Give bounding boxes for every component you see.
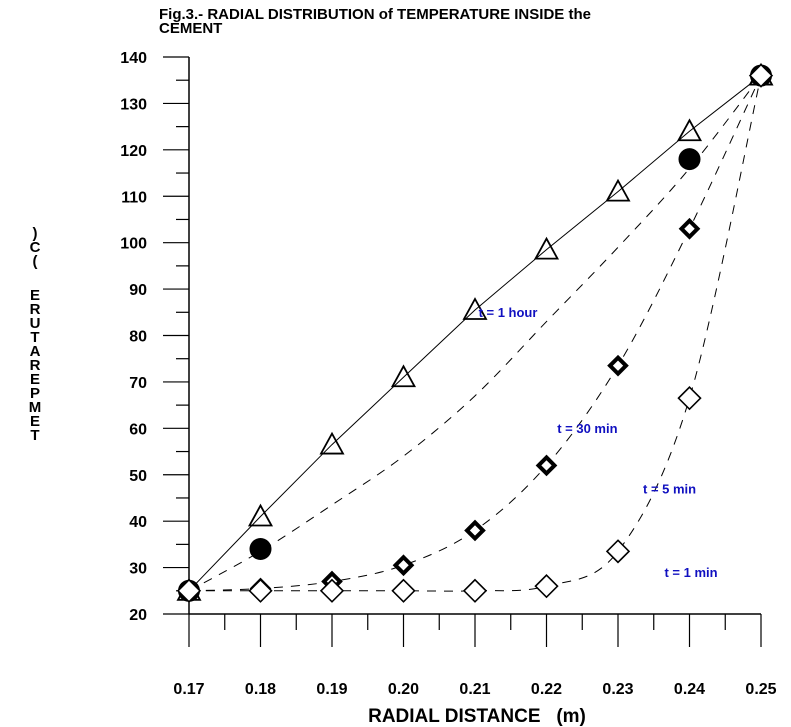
y-tick-label: 50 (129, 468, 147, 485)
y-tick-label: 60 (129, 421, 147, 438)
x-tick-label: 0.25 (745, 681, 776, 698)
y-tick-label: 110 (121, 189, 147, 206)
x-axis-label: RADIAL DISTANCE (m) (368, 706, 586, 727)
x-tick-label: 0.19 (316, 681, 347, 698)
y-tick-label: 120 (120, 143, 147, 160)
open-diamond-marker (677, 386, 702, 411)
y-tick-label: 40 (129, 514, 147, 531)
y-tick-label: 70 (129, 375, 147, 392)
open-diamond-marker (176, 578, 202, 603)
y-axis-label-char: T (30, 329, 39, 346)
y-tick-label: 90 (129, 282, 147, 299)
triangle-marker (533, 236, 560, 260)
data-markers (176, 62, 774, 603)
y-tick-label: 20 (129, 607, 147, 624)
y-tick-label: 130 (120, 96, 147, 113)
x-tick-label: 0.22 (531, 681, 562, 698)
y-axis-label-char: P (30, 385, 40, 402)
x-tick-label: 0.23 (602, 681, 633, 698)
y-tick-label: 100 (120, 236, 147, 253)
axes (163, 56, 762, 647)
open-diamond-marker (319, 578, 345, 603)
y-axis-label-char: E (30, 287, 40, 304)
curve-annotations: t = 1 hour t = 30 min t = 5 min t = 1 min (479, 305, 718, 580)
x-tick-label: 0.21 (459, 681, 490, 698)
y-axis-label-char: U (30, 315, 41, 332)
y-axis-label-char: E (30, 413, 40, 430)
y-axis-label-char: R (30, 301, 41, 318)
open-diamond-marker (248, 578, 273, 603)
curve-annotation: t = 1 min (664, 565, 717, 580)
circle-marker (249, 538, 272, 561)
chart-title-line2: CEMENT (159, 20, 222, 37)
series-line-3 (188, 75, 762, 592)
tick-labels: 20 30 40 50 60 70 80 90 100 110 120 130 140 0.17 0.18 0… (120, 50, 776, 698)
bold-diamond-marker (607, 354, 629, 377)
y-axis-label-char: E (30, 371, 40, 388)
y-axis-label-char: M (29, 399, 42, 416)
circle-marker (678, 148, 701, 171)
open-diamond-marker (462, 578, 488, 603)
curve-annotation: t = 5 min (643, 481, 696, 496)
x-tick-label: 0.17 (173, 681, 204, 698)
y-axis-label-char: A (30, 343, 41, 360)
chart-title-line1: Fig.3.- RADIAL DISTRIBUTION of TEMPERATU… (159, 6, 591, 23)
bold-diamond-marker (392, 554, 415, 577)
triangle-marker (319, 431, 345, 455)
bold-diamond-marker (678, 217, 701, 240)
triangle-marker (247, 503, 274, 527)
x-tick-label: 0.18 (245, 681, 276, 698)
y-tick-label: 140 (120, 50, 147, 67)
triangle-marker (462, 297, 488, 320)
open-diamond-marker (391, 578, 416, 603)
series-line-0 (188, 75, 762, 592)
series-line-1 (188, 75, 762, 592)
open-diamond-marker (748, 63, 774, 88)
series-lines (188, 75, 762, 592)
y-axis-label-char: C (30, 239, 41, 256)
series-line-2 (188, 75, 762, 592)
curve-annotation: t = 1 hour (479, 305, 538, 320)
y-axis-label-char: ) (33, 225, 38, 242)
x-tick-label: 0.20 (388, 681, 419, 698)
curve-annotation: t = 30 min (557, 421, 617, 436)
x-tick-label: 0.24 (674, 681, 705, 698)
y-axis-label-char: ( (33, 253, 38, 270)
y-tick-label: 80 (129, 329, 147, 346)
y-axis-label-char: T (30, 427, 39, 444)
bold-diamond-marker (464, 519, 486, 542)
triangle-marker (605, 178, 631, 202)
y-axis-label-char: R (30, 357, 41, 374)
triangle-marker (390, 364, 417, 388)
triangle-marker (676, 118, 703, 142)
y-tick-label: 30 (129, 561, 147, 578)
open-diamond-marker (534, 574, 559, 599)
bold-diamond-marker (535, 454, 558, 477)
open-diamond-marker (605, 539, 631, 564)
